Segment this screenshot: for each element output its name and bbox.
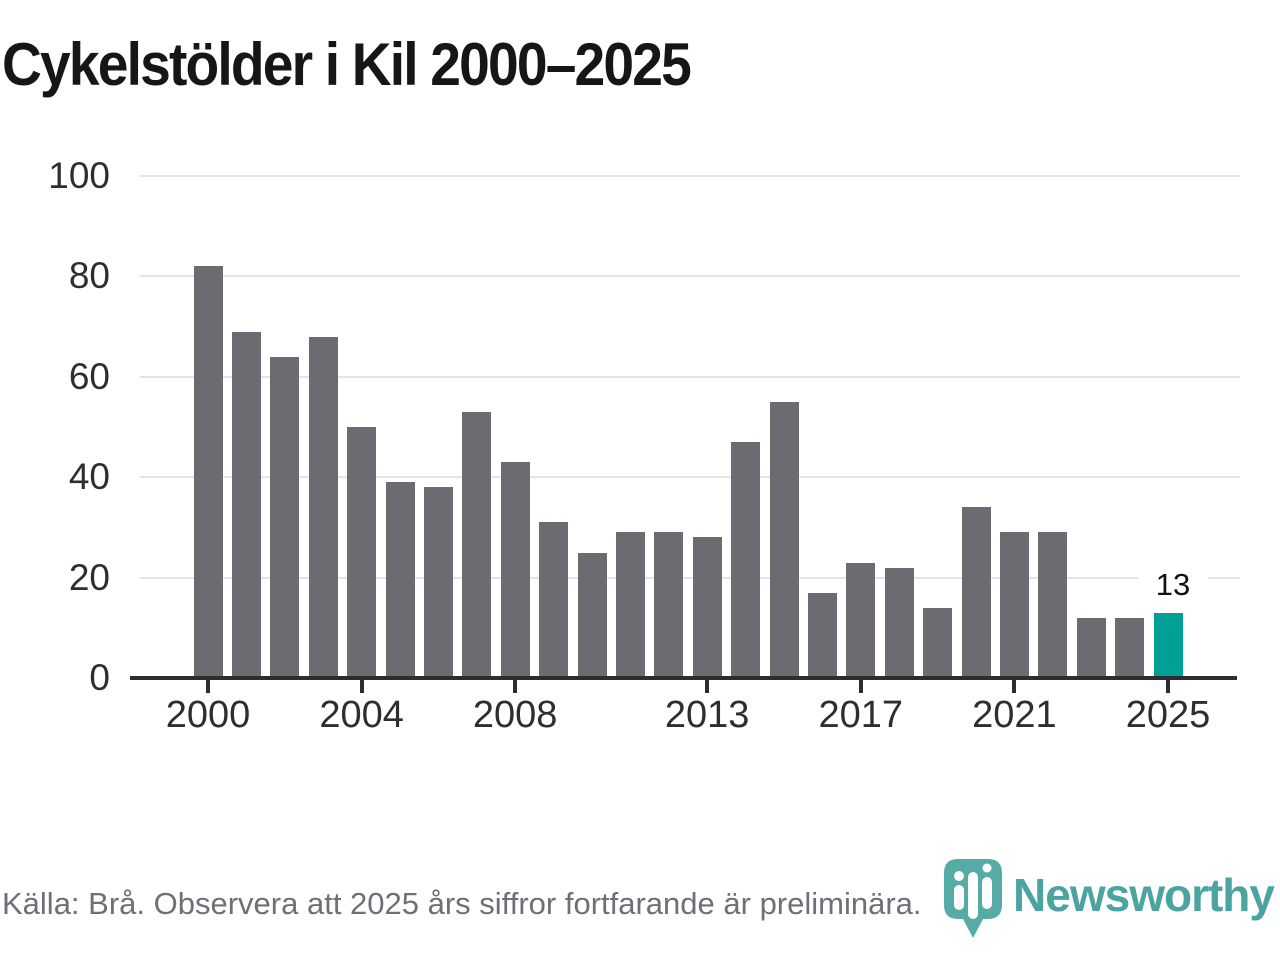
x-tick-label-2008: 2008 (472, 694, 558, 736)
x-tick-label-2013: 2013 (664, 694, 750, 736)
bar-2022 (1038, 532, 1068, 678)
bar-2024 (1115, 617, 1145, 678)
bar-value-label-2025: 13 (1138, 567, 1208, 602)
newsworthy-logo: Newsworthy (942, 852, 1275, 940)
gridline-y-60 (140, 375, 1240, 378)
x-tick-label-2021: 2021 (972, 694, 1057, 736)
y-tick-label-0: 0 (89, 657, 110, 698)
bar-2016 (807, 592, 837, 678)
bar-2010 (577, 552, 607, 678)
bar-2002 (270, 356, 300, 678)
logo-bar-short (954, 885, 965, 910)
x-tick-2008 (513, 680, 518, 693)
bar-2009 (539, 522, 569, 678)
x-tick-label-2025: 2025 (1125, 694, 1211, 736)
logo-bar-medium (982, 877, 993, 909)
newsworthy-pin-barchart-icon (944, 859, 1003, 938)
source-note: Källa: Brå. Observera att 2025 års siffr… (2, 886, 922, 921)
gridline-y-20 (140, 576, 1240, 579)
gridline-y-100 (140, 175, 1240, 177)
x-tick-2000 (206, 680, 210, 693)
y-tick-label-40: 40 (68, 456, 110, 498)
logo-dot-left (954, 871, 965, 881)
x-tick-label-2004: 2004 (319, 694, 404, 736)
x-tick-2021 (1012, 680, 1017, 693)
bar-2023 (1076, 617, 1106, 678)
logo-bar-tall (968, 872, 979, 919)
bar-2000 (193, 266, 223, 678)
bar-2019 (923, 607, 953, 678)
logo-wordmark: Newsworthy (1013, 869, 1275, 921)
bar-2008 (500, 462, 530, 678)
x-tick-2017 (858, 680, 863, 693)
bar-2017 (846, 562, 876, 678)
bar-2021 (999, 532, 1029, 678)
bar-2007 (462, 411, 492, 678)
bar-2003 (308, 336, 338, 678)
bar-2011 (615, 532, 645, 678)
bar-2006 (423, 487, 453, 678)
x-tick-label-2017: 2017 (818, 694, 904, 736)
gridline-y-80 (140, 275, 1240, 278)
y-tick-label-100: 100 (48, 155, 110, 196)
bar-2001 (231, 331, 261, 678)
bar-2018 (884, 567, 914, 678)
logo-dot-right (982, 863, 992, 873)
bar-2020 (961, 507, 991, 678)
bar-2012 (654, 532, 684, 678)
y-tick-label-60: 60 (68, 355, 110, 397)
x-axis-line (130, 676, 1237, 680)
x-tick-label-2000: 2000 (165, 694, 251, 736)
plot-area: 2000 2004 2008 2013 2017 2021 2025 13 (130, 175, 1240, 736)
bar-highlight-2025 (1153, 612, 1183, 678)
bar-2015 (769, 401, 799, 678)
x-tick-2013 (705, 680, 710, 693)
x-tick-2004 (359, 680, 364, 693)
chart-title: Cykelstölder i Kil 2000–2025 (2, 31, 692, 98)
bar-2014 (731, 442, 761, 678)
bar-2004 (347, 427, 377, 678)
x-tick-2025 (1166, 680, 1170, 693)
bar-2013 (692, 537, 722, 678)
y-tick-label-80: 80 (68, 255, 110, 297)
gridline-y-40 (140, 476, 1240, 479)
y-tick-label-20: 20 (68, 556, 110, 598)
bar-2005 (385, 482, 415, 678)
